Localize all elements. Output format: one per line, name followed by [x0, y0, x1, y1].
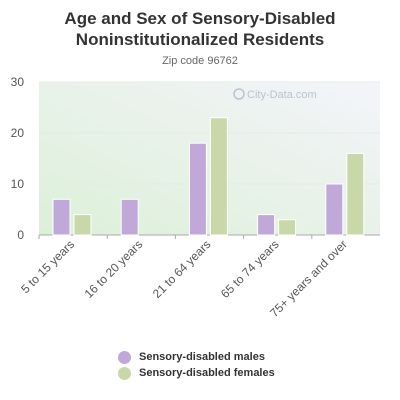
- legend-label-males: Sensory-disabled males: [139, 351, 265, 363]
- bar-female: [346, 152, 365, 236]
- x-tick-label: 5 to 15 years: [18, 237, 77, 296]
- x-tick-label: 16 to 20 years: [82, 237, 146, 301]
- legend-item-males: Sensory-disabled males: [118, 349, 275, 365]
- bar-male: [120, 198, 139, 236]
- chart-title-line-2: Noninstitutionalized Residents: [75, 30, 325, 49]
- bar-male: [52, 198, 71, 236]
- chart-subtitle: Zip code 96762: [162, 55, 238, 67]
- bar-female: [73, 214, 92, 236]
- watermark-icon: [233, 88, 245, 100]
- y-tick-label: 0: [17, 228, 24, 242]
- chart-title: Age and Sex of Sensory-Disabled Noninsti…: [0, 8, 400, 50]
- watermark: City-Data.com: [233, 88, 317, 101]
- legend: Sensory-disabled males Sensory-disabled …: [118, 349, 275, 381]
- bar-male: [257, 214, 276, 236]
- y-tick-label: 10: [11, 177, 25, 191]
- legend-swatch-males: [118, 350, 131, 364]
- watermark-text: City-Data.com: [247, 89, 317, 101]
- chart-title-line-1: Age and Sex of Sensory-Disabled: [64, 9, 336, 28]
- x-tick-label: 65 to 74 years: [218, 237, 282, 301]
- bar-female: [278, 219, 297, 236]
- legend-item-females: Sensory-disabled females: [118, 365, 275, 381]
- legend-label-females: Sensory-disabled females: [139, 367, 275, 379]
- y-axis-ticks: 0 10 20 30: [11, 75, 25, 242]
- x-axis-ticks: 5 to 15 years 16 to 20 years 21 to 64 year…: [18, 235, 350, 320]
- x-tick-label: 21 to 64 years: [150, 237, 214, 301]
- y-tick-label: 20: [11, 126, 25, 140]
- plot-area: [39, 82, 380, 235]
- bars: [52, 117, 365, 236]
- x-tick-label: 75+ years and over: [267, 237, 350, 320]
- bar-female: [209, 117, 228, 236]
- bar-male: [188, 142, 207, 236]
- grid-lines: [39, 81, 380, 236]
- bar-male: [325, 183, 344, 236]
- legend-swatch-females: [118, 366, 131, 380]
- y-tick-label: 30: [11, 75, 25, 89]
